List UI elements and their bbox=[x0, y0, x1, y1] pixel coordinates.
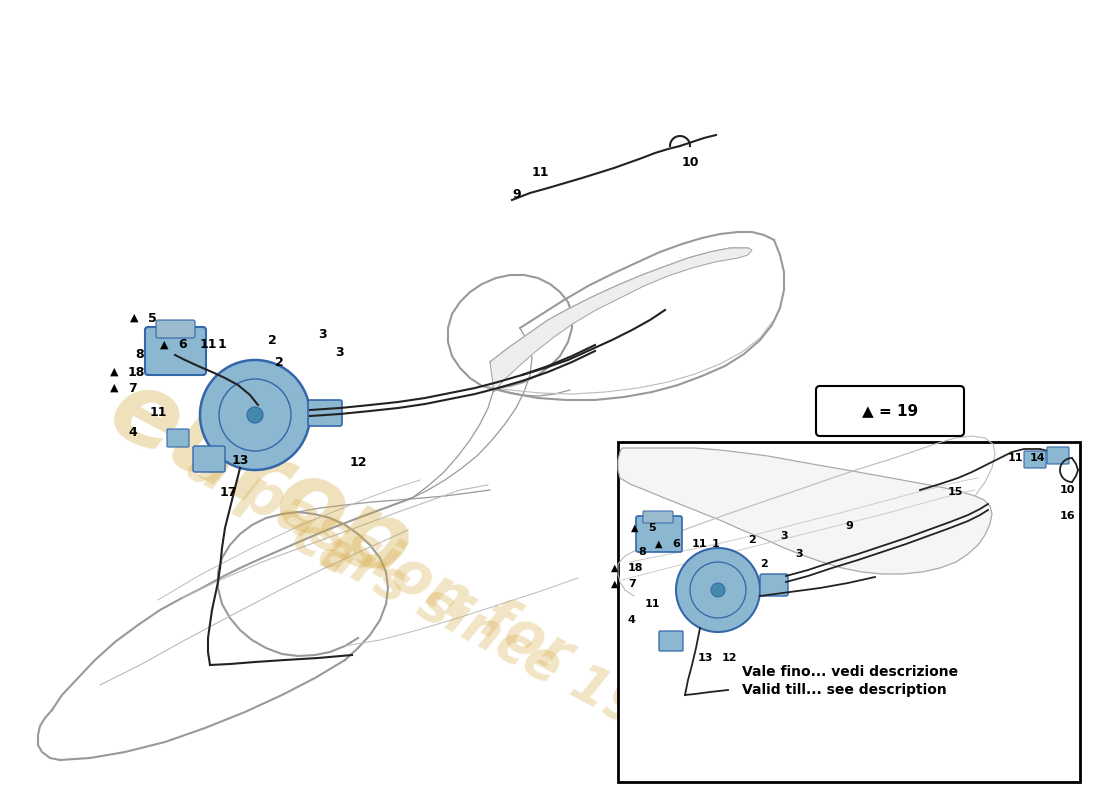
Text: 3: 3 bbox=[336, 346, 343, 358]
Text: 3: 3 bbox=[780, 531, 788, 541]
Text: 8: 8 bbox=[135, 349, 144, 362]
Text: ▲: ▲ bbox=[610, 563, 618, 573]
Bar bbox=[618, 442, 1080, 782]
Text: 2: 2 bbox=[275, 355, 284, 369]
Text: 4: 4 bbox=[128, 426, 136, 438]
Text: 3: 3 bbox=[795, 549, 803, 559]
Text: ▲: ▲ bbox=[630, 523, 638, 533]
Text: 7: 7 bbox=[628, 579, 636, 589]
Text: 11: 11 bbox=[150, 406, 167, 418]
Circle shape bbox=[248, 407, 263, 423]
FancyBboxPatch shape bbox=[816, 386, 964, 436]
Text: 5: 5 bbox=[648, 523, 656, 533]
Text: 18: 18 bbox=[628, 563, 643, 573]
FancyBboxPatch shape bbox=[308, 400, 342, 426]
Text: 4: 4 bbox=[628, 615, 636, 625]
FancyBboxPatch shape bbox=[1047, 447, 1069, 464]
Polygon shape bbox=[618, 448, 992, 574]
Text: 1: 1 bbox=[712, 539, 719, 549]
Text: Vale fino... vedi descrizione: Vale fino... vedi descrizione bbox=[742, 665, 958, 679]
Text: 11: 11 bbox=[1008, 453, 1023, 463]
FancyBboxPatch shape bbox=[192, 446, 226, 472]
Text: 11: 11 bbox=[692, 539, 707, 549]
Text: ▲: ▲ bbox=[654, 539, 662, 549]
Text: 12: 12 bbox=[350, 455, 367, 469]
FancyBboxPatch shape bbox=[644, 511, 673, 523]
Text: cars since 1985: cars since 1985 bbox=[284, 509, 716, 771]
Text: ▲: ▲ bbox=[130, 313, 138, 323]
Text: 6: 6 bbox=[672, 539, 680, 549]
Text: ▲: ▲ bbox=[110, 367, 118, 377]
Text: 11: 11 bbox=[200, 338, 218, 351]
Text: europ: europ bbox=[92, 360, 428, 600]
Text: 13: 13 bbox=[232, 454, 250, 466]
Text: ▲: ▲ bbox=[160, 340, 168, 350]
Text: 9: 9 bbox=[512, 189, 520, 202]
Text: ▲: ▲ bbox=[110, 383, 118, 393]
FancyBboxPatch shape bbox=[760, 574, 788, 596]
Text: 16: 16 bbox=[1060, 511, 1076, 521]
Text: 7: 7 bbox=[128, 382, 136, 394]
Text: 14: 14 bbox=[1030, 453, 1046, 463]
Text: 11: 11 bbox=[645, 599, 660, 609]
Text: 1: 1 bbox=[218, 338, 227, 351]
Circle shape bbox=[676, 548, 760, 632]
Text: 8: 8 bbox=[638, 547, 646, 557]
FancyBboxPatch shape bbox=[1024, 451, 1046, 468]
Text: 2: 2 bbox=[760, 559, 768, 569]
Text: 2: 2 bbox=[268, 334, 277, 346]
Text: 18: 18 bbox=[128, 366, 145, 378]
FancyBboxPatch shape bbox=[636, 516, 682, 552]
Text: ▲: ▲ bbox=[610, 579, 618, 589]
FancyBboxPatch shape bbox=[145, 327, 206, 375]
Text: 9: 9 bbox=[845, 521, 853, 531]
Text: 11: 11 bbox=[532, 166, 550, 178]
Text: Valid till... see description: Valid till... see description bbox=[742, 683, 947, 697]
Text: a passion for: a passion for bbox=[178, 434, 582, 686]
Polygon shape bbox=[490, 248, 752, 392]
Text: 10: 10 bbox=[1060, 485, 1076, 495]
Text: 2: 2 bbox=[748, 535, 756, 545]
FancyBboxPatch shape bbox=[167, 429, 189, 447]
Text: 5: 5 bbox=[148, 311, 156, 325]
Text: 13: 13 bbox=[698, 653, 714, 663]
Circle shape bbox=[200, 360, 310, 470]
FancyBboxPatch shape bbox=[156, 320, 195, 338]
Text: 12: 12 bbox=[722, 653, 737, 663]
Text: ▲ = 19: ▲ = 19 bbox=[862, 403, 918, 418]
Text: 6: 6 bbox=[178, 338, 187, 351]
Text: 10: 10 bbox=[682, 155, 700, 169]
FancyBboxPatch shape bbox=[659, 631, 683, 651]
Text: 3: 3 bbox=[318, 327, 327, 341]
Text: 17: 17 bbox=[220, 486, 238, 498]
Text: 15: 15 bbox=[948, 487, 964, 497]
Circle shape bbox=[711, 583, 725, 597]
